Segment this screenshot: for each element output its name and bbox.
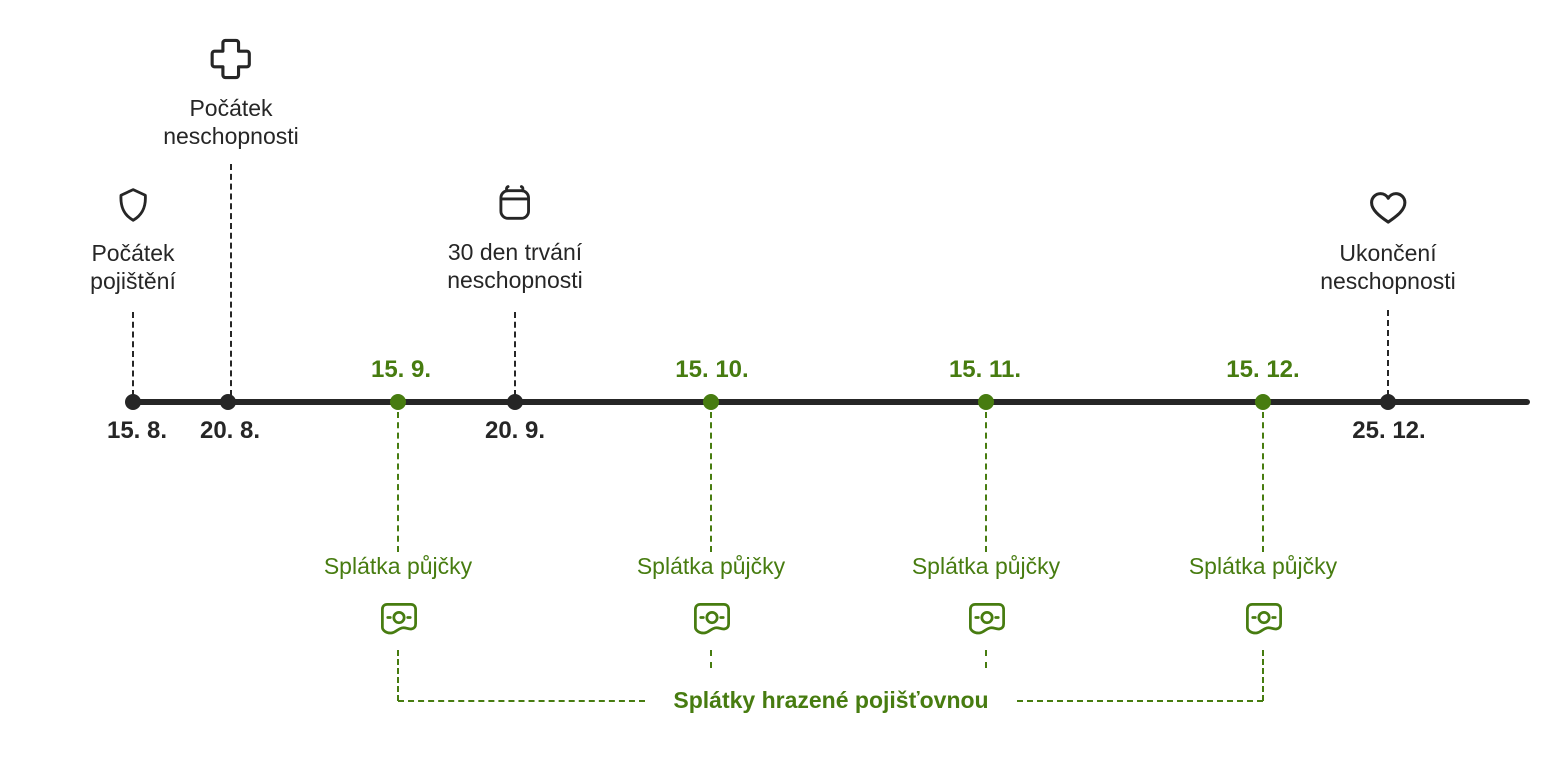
payment-stub-line <box>710 650 712 668</box>
payment-connector-line <box>397 412 399 552</box>
payment-date-label: 15. 10. <box>675 356 749 383</box>
medical-cross-icon <box>209 36 252 81</box>
date-label: 20. 8. <box>199 417 261 444</box>
payment-label: Splátka půjčky <box>636 553 786 579</box>
payment-label: Splátka půjčky <box>911 553 1061 579</box>
milestone-label-line: neschopnosti <box>163 123 299 149</box>
payment-connector-line <box>710 412 712 552</box>
milestone-label-line: Počátek <box>91 240 175 266</box>
milestone-insurance-start: Počátek pojištění <box>90 186 176 295</box>
banknote-icon <box>691 596 734 642</box>
milestone-label-line: neschopnosti <box>1320 268 1456 294</box>
timeline-dot-day-30 <box>507 394 523 410</box>
milestone-incapacity-start: Počátek neschopnosti <box>163 36 299 150</box>
timeline-dot-incapacity-start <box>220 394 236 410</box>
date-label: 20. 9. <box>484 417 546 444</box>
milestone-label-line: 30 den trvání <box>447 239 583 265</box>
date-label: 15. 8. <box>106 417 168 444</box>
milestone-label-line: neschopnosti <box>447 267 583 293</box>
bracket-vertical-line <box>397 650 399 701</box>
timeline-dot-payment-4 <box>1255 394 1271 410</box>
payment-stub-line <box>985 650 987 668</box>
date-label: 25. 12. <box>1352 417 1426 444</box>
timeline-dot-incapacity-end <box>1380 394 1396 410</box>
milestone-label: Počátek neschopnosti <box>163 94 299 150</box>
timeline-dot-insurance-start <box>125 394 141 410</box>
milestone-label: 30 den trvání neschopnosti <box>447 238 583 294</box>
bracket-label: Splátky hrazené pojišťovnou <box>673 687 989 713</box>
payment-date-label: 15. 11. <box>948 356 1022 383</box>
milestone-label-line: Ukončení <box>1339 240 1437 266</box>
banknote-icon <box>966 596 1009 642</box>
milestone-connector-line <box>132 312 134 396</box>
payment-date-label: 15. 12. <box>1226 356 1300 383</box>
bracket-line-right <box>1017 700 1263 702</box>
timeline-axis <box>133 399 1530 405</box>
calendar-icon <box>494 182 535 225</box>
timeline-dot-payment-1 <box>390 394 406 410</box>
milestone-label: Počátek pojištění <box>90 239 176 295</box>
shield-icon <box>114 186 152 226</box>
milestone-label-line: Počátek <box>189 95 273 121</box>
milestone-label: Ukončení neschopnosti <box>1320 239 1456 295</box>
banknote-icon <box>1243 596 1286 642</box>
bracket-line-left <box>398 700 645 702</box>
payment-date-label: 15. 9. <box>370 356 432 383</box>
heart-icon <box>1367 190 1409 226</box>
milestone-label-line: pojištění <box>90 268 176 294</box>
milestone-incapacity-day-30: 30 den trvání neschopnosti <box>447 182 583 294</box>
milestone-connector-line <box>230 164 232 396</box>
bracket-vertical-line <box>1262 650 1264 701</box>
banknote-icon <box>378 596 421 642</box>
milestone-incapacity-end: Ukončení neschopnosti <box>1320 190 1456 295</box>
payment-label: Splátka půjčky <box>323 553 473 579</box>
milestone-connector-line <box>1387 310 1389 396</box>
payment-connector-line <box>1262 412 1264 552</box>
timeline-dot-payment-3 <box>978 394 994 410</box>
payment-connector-line <box>985 412 987 552</box>
milestone-connector-line <box>514 312 516 396</box>
timeline-dot-payment-2 <box>703 394 719 410</box>
payment-label: Splátka půjčky <box>1188 553 1338 579</box>
